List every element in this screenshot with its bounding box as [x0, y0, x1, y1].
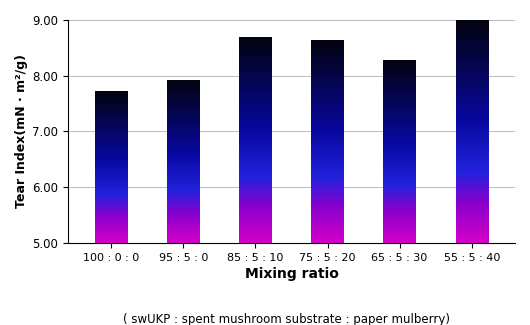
- X-axis label: Mixing ratio: Mixing ratio: [244, 267, 338, 281]
- Y-axis label: Tear Index(mN · m²/g): Tear Index(mN · m²/g): [15, 54, 28, 208]
- Text: ( swUKP : spent mushroom substrate : paper mulberry): ( swUKP : spent mushroom substrate : pap…: [123, 313, 449, 325]
